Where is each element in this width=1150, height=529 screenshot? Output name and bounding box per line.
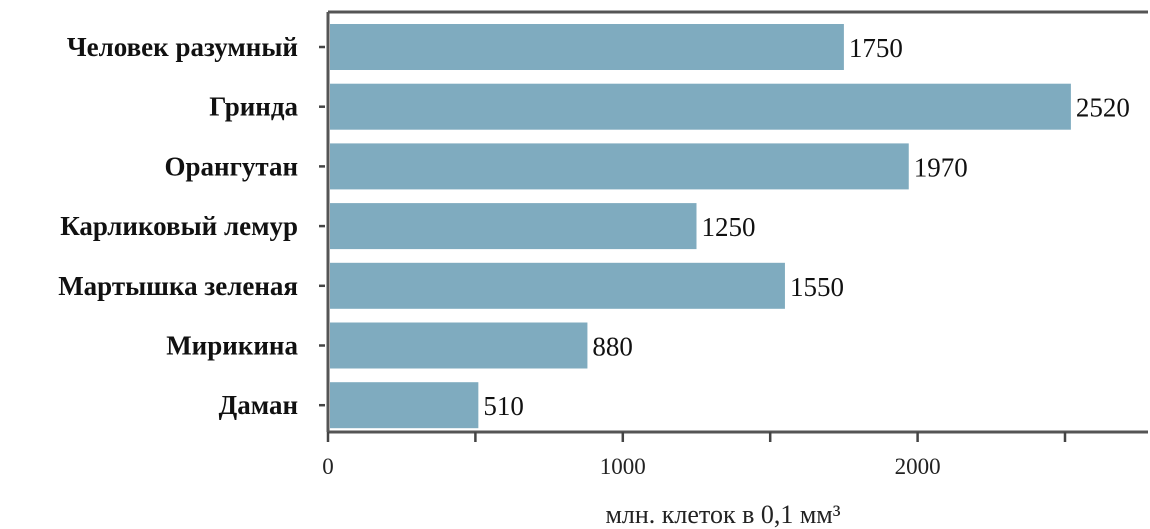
- axes: [319, 10, 1148, 434]
- bar: [330, 203, 697, 250]
- data-label: 880: [592, 332, 633, 362]
- data-label: 1550: [790, 272, 844, 302]
- category-label: Мирикина: [166, 331, 298, 361]
- data-label: 510: [483, 391, 524, 421]
- value-labels: 1750 2520 1970 1250 1550 880 510: [483, 33, 1130, 421]
- category-label: Даман: [219, 390, 298, 420]
- category-label: Орангутан: [165, 151, 298, 181]
- bar: [330, 322, 588, 369]
- bars-group: [330, 24, 1071, 429]
- x-tick-label: 2000: [895, 454, 941, 479]
- data-label: 1250: [702, 212, 756, 242]
- x-tick-label: 1000: [600, 454, 646, 479]
- category-label: Человек разумный: [67, 32, 298, 62]
- data-label: 1970: [914, 152, 968, 182]
- bar: [330, 83, 1071, 130]
- bar: [330, 143, 909, 190]
- data-label: 2520: [1076, 93, 1130, 123]
- x-ticks: 0 1000 2000: [322, 432, 1067, 479]
- category-labels: Человек разумный Гринда Орангутан Карликовы…: [58, 32, 298, 420]
- x-axis-title: млн. клеток в 0,1 мм³: [605, 500, 840, 529]
- category-label: Карликовый лемур: [60, 211, 298, 241]
- category-label: Мартышка зеленая: [58, 271, 298, 301]
- data-label: 1750: [849, 33, 903, 63]
- bar: [330, 382, 479, 429]
- bar: [330, 262, 785, 309]
- bar: [330, 24, 844, 70]
- x-tick-label: 0: [322, 454, 334, 479]
- category-label: Гринда: [209, 92, 298, 122]
